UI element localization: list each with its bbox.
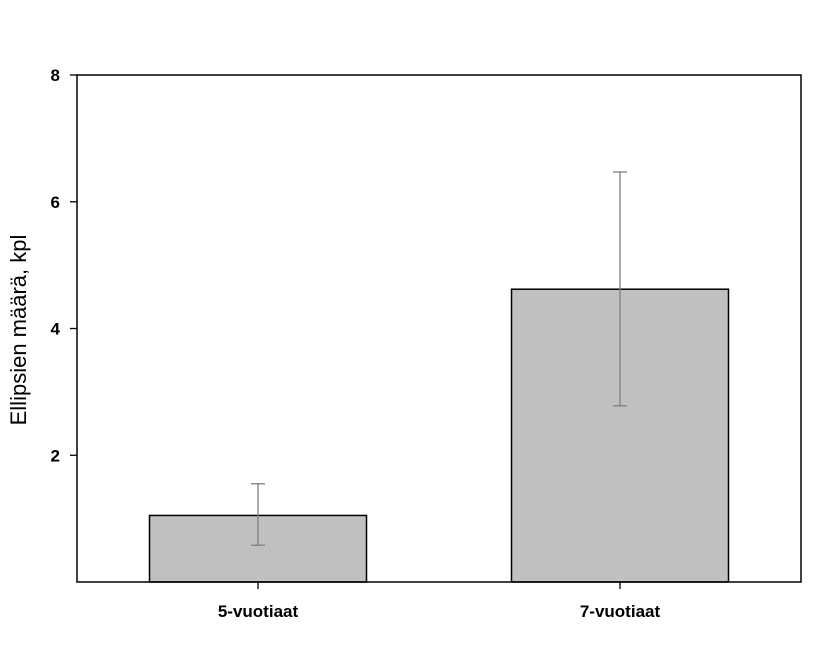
y-tick-label-2: 2 <box>51 446 60 465</box>
x-tick-label-7-vuotiaat: 7-vuotiaat <box>580 602 661 621</box>
x-tick-label-5-vuotiaat: 5-vuotiaat <box>218 602 299 621</box>
y-tick-label-4: 4 <box>51 320 61 339</box>
y-tick-label-8: 8 <box>51 66 60 85</box>
y-axis-title: Ellipsien määrä, kpl <box>6 235 31 426</box>
y-tick-label-6: 6 <box>51 193 60 212</box>
plot-area: 5-vuotiaat 7-vuotiaat 2 4 6 8 <box>51 66 802 621</box>
